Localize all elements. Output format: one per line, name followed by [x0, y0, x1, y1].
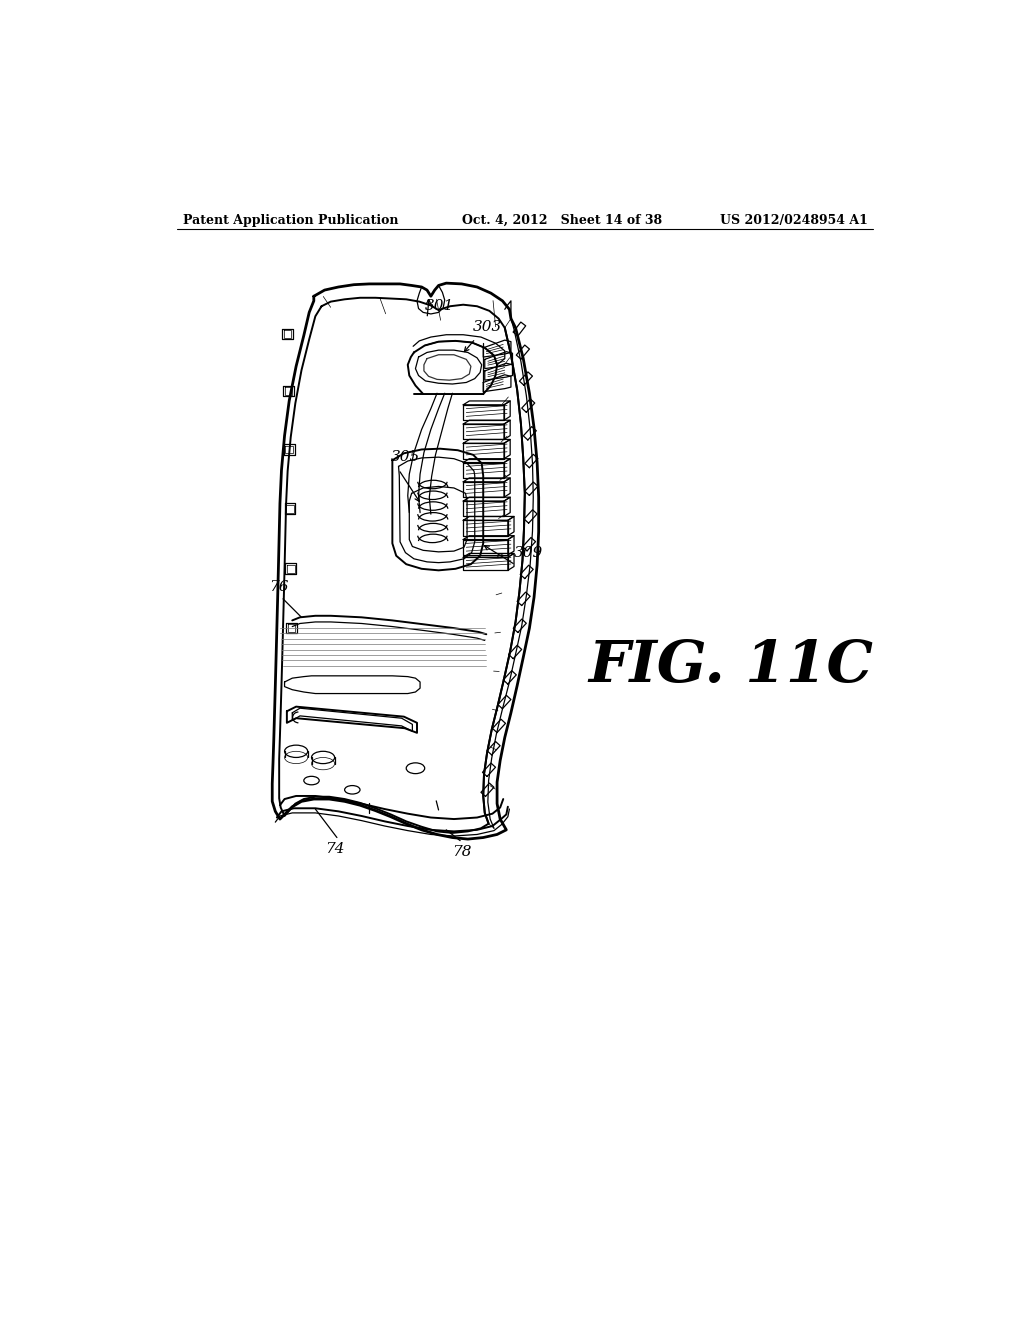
Text: 74: 74 — [326, 842, 345, 857]
Text: FIG. 11C: FIG. 11C — [589, 639, 873, 694]
Text: 301: 301 — [425, 300, 454, 313]
Text: 76: 76 — [268, 581, 288, 594]
Text: Patent Application Publication: Patent Application Publication — [183, 214, 398, 227]
Text: Oct. 4, 2012   Sheet 14 of 38: Oct. 4, 2012 Sheet 14 of 38 — [462, 214, 662, 227]
Text: 303: 303 — [473, 319, 503, 334]
Text: 305: 305 — [391, 450, 420, 465]
Text: 78: 78 — [452, 845, 471, 859]
Text: US 2012/0248954 A1: US 2012/0248954 A1 — [720, 214, 868, 227]
Text: 309: 309 — [514, 546, 544, 560]
